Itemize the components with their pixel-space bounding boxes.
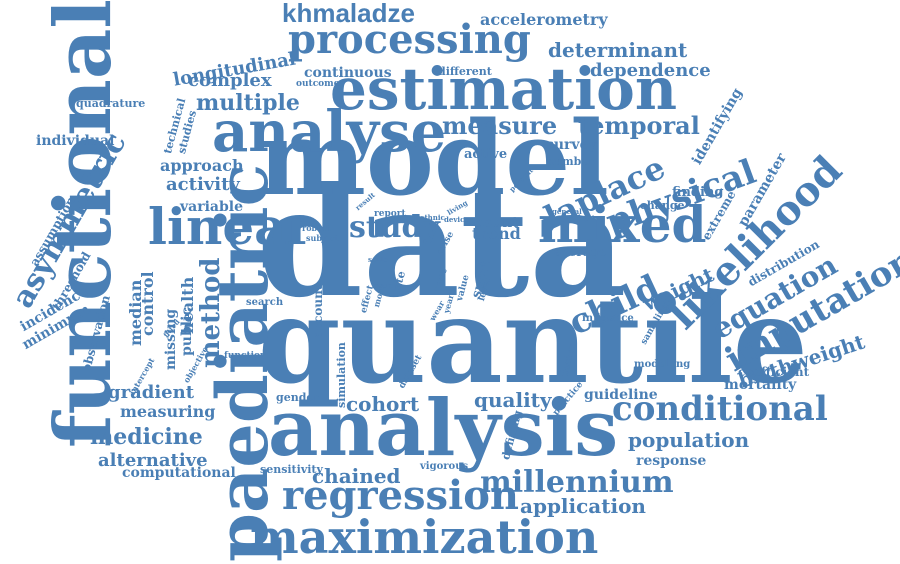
word-cohort: cohort [346,392,420,416]
word-response: response [636,453,707,469]
word-quantile: quantile [258,271,808,410]
word-change: change [640,199,685,212]
word-survey: survey [546,137,597,153]
word-computational: computational [122,465,236,481]
word-population: population [628,428,750,452]
word-sensitivity: sensitivity [260,463,323,476]
word-finding: finding [672,185,724,200]
word-function: function [224,351,267,361]
word-gender: gender [276,391,320,404]
word-robust: robust [302,223,332,233]
word-subject: subject [306,233,339,243]
word-millennium: millennium [480,465,674,500]
word-multiple: multiple [196,90,300,116]
word-device: device [444,215,469,224]
word-chained: chained [312,464,401,488]
word-average: average [554,245,607,259]
word-analysis: analysis [268,383,619,474]
word-number: number [546,155,595,168]
word-gradient: gradient [108,382,195,403]
word-variable: variable [180,199,243,215]
word-trend: trend [472,224,521,243]
word-simulation: simulation [335,342,348,408]
word-temporal: temporal [578,111,700,140]
word-report: report [374,209,406,219]
word-accelerometry: accelerometry [480,10,608,29]
word-quadrature: quadrature [76,97,146,110]
word-account: account [311,284,325,338]
word-determinant: determinant [548,38,688,62]
word-medicine: medicine [90,424,203,450]
word-scale: scale [368,255,388,264]
word-khmaladze: khmaladze [282,0,415,28]
word-maximization: maximization [250,510,599,564]
word-outcome: outcome [296,79,340,89]
word-general: general [552,207,582,216]
word-public: public [179,307,195,356]
word-processing: processing [288,16,531,63]
word-analyse: analyse [212,99,447,165]
word-influence: influence [582,313,634,324]
word-application: application [520,494,646,518]
word-data: data [258,155,627,331]
word-vigorous: vigorous [420,461,469,472]
word-linear: linear [148,197,313,256]
word-measuring: measuring [120,402,216,421]
word-approach: approach [160,156,244,175]
word-coefficient: coefficient [738,365,810,379]
word-issue: issue [372,281,393,290]
word-guideline: guideline [584,387,658,403]
word-count: count [474,215,519,231]
word-search: search [246,297,284,308]
word-different: different [438,65,492,78]
word-estimation: estimation [330,55,678,123]
word-individual: individual [36,133,115,149]
word-complex: complex [188,70,272,91]
word-study: study [349,210,440,245]
word-measure: measure [442,111,558,140]
word-mortality: mortality [724,377,797,393]
word-active: active [464,147,508,162]
word-dependence: dependence [590,60,711,81]
word-modelling: modelling [634,359,691,370]
word-conditional: conditional [612,389,828,429]
word-activity: activity [166,174,240,195]
word-regression: regression [282,472,520,519]
word-quality: quality [474,388,552,412]
word-continuous: continuous [304,65,392,81]
word-ethnic: ethnic [420,213,445,222]
word-mixed: mixed [538,195,707,254]
word-alternative: alternative [98,450,208,471]
word-model: model [258,99,609,219]
word-median: median [126,279,145,346]
